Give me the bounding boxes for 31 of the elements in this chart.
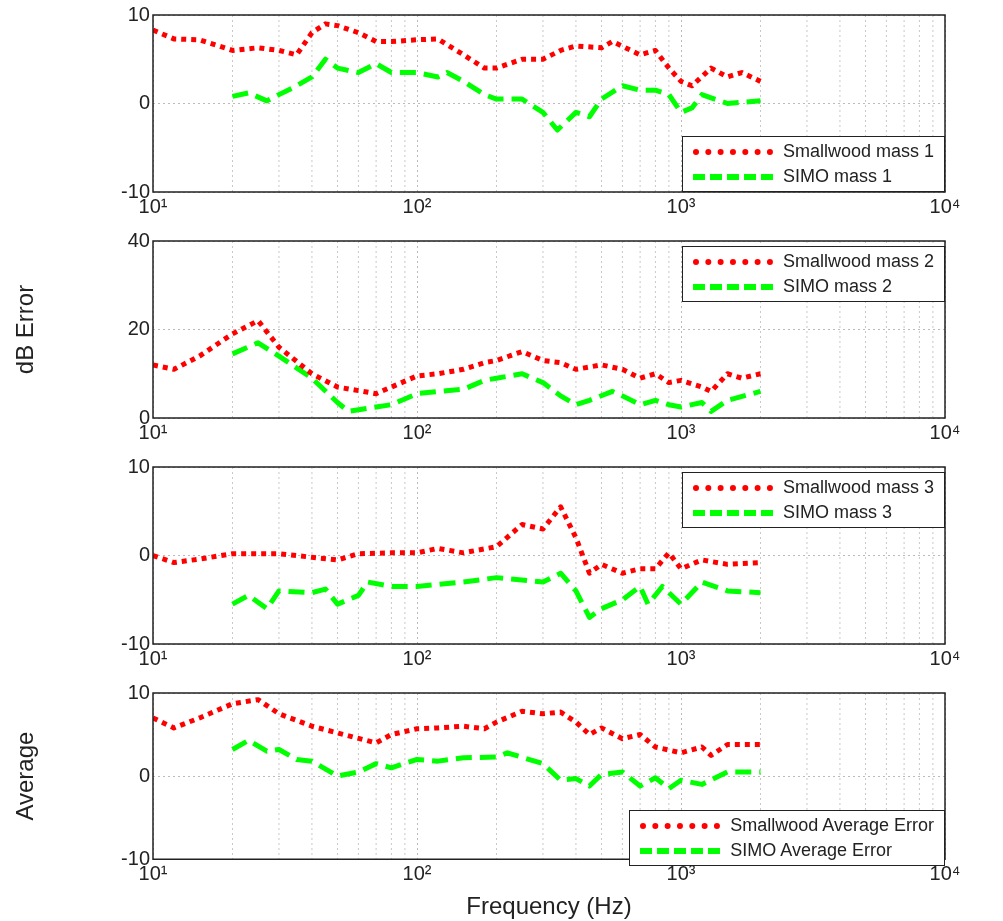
y-axis-title: Average [11,731,39,821]
legend-label: Smallwood mass 2 [782,251,934,272]
x-tick-label: 10³ [666,194,696,217]
legend-label: Smallwood Average Error [730,815,934,836]
x-tick-label: 10⁴ [929,420,961,443]
legend-label: SIMO mass 3 [782,502,892,523]
y-tick-label: 10 [127,454,150,477]
x-tick-label: 10² [402,646,432,669]
legend-label: SIMO mass 2 [782,276,892,297]
legend-label: Smallwood mass 3 [782,477,934,498]
x-tick-label: 10⁴ [929,646,961,669]
y-tick-label: 0 [138,91,150,114]
x-tick-label: 10² [402,861,432,884]
y-tick-label: 0 [138,763,150,786]
x-tick-label: 10³ [666,646,696,669]
y-tick-label: 20 [127,317,150,340]
x-tick-label: 10⁴ [929,194,961,217]
x-tick-label: 10² [402,420,432,443]
legend-label: SIMO mass 1 [782,166,892,187]
legend-label: SIMO Average Error [730,840,892,861]
x-axis-title: Frequency (Hz) [466,892,632,920]
x-tick-label: 10³ [666,420,696,443]
y-tick-label: 40 [127,228,150,251]
x-tick-label: 10⁴ [929,861,961,884]
x-tick-label: 10² [402,194,432,217]
y-tick-label: 10 [127,2,150,25]
x-tick-label: 10³ [666,861,696,884]
legend-label: Smallwood mass 1 [782,141,934,162]
y-tick-label: 0 [138,543,150,566]
y-tick-label: 10 [127,680,150,703]
y-axis-title: dB Error [11,284,39,375]
